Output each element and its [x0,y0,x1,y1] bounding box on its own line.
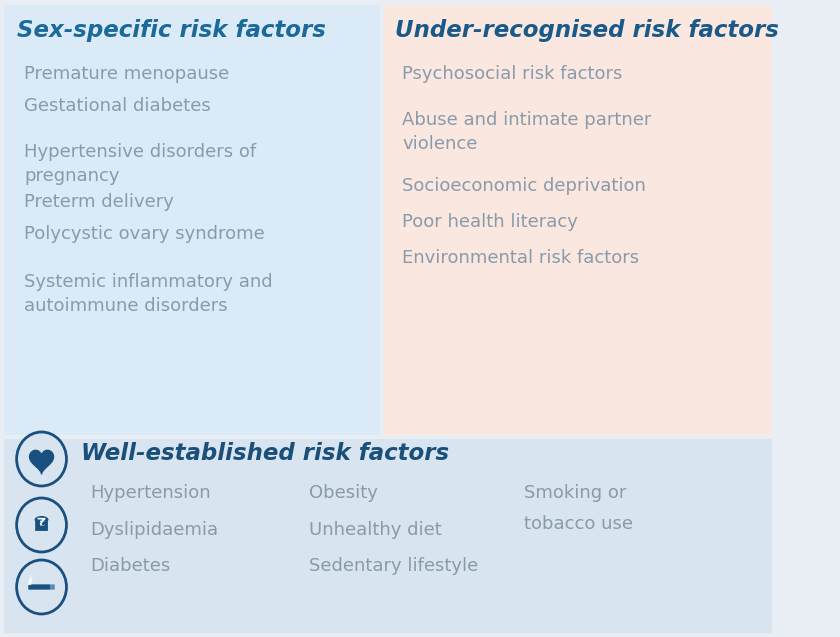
Polygon shape [29,450,54,474]
Text: Poor health literacy: Poor health literacy [402,213,579,231]
Text: Hypertension: Hypertension [91,484,211,502]
Text: Well-established risk factors: Well-established risk factors [81,442,449,465]
FancyBboxPatch shape [50,584,55,590]
Text: Unhealthy diet: Unhealthy diet [309,521,442,539]
FancyBboxPatch shape [29,584,50,590]
Text: Hypertensive disorders of
pregnancy: Hypertensive disorders of pregnancy [24,143,256,185]
FancyBboxPatch shape [3,439,772,633]
Text: Under-recognised risk factors: Under-recognised risk factors [395,19,779,42]
FancyBboxPatch shape [384,5,772,435]
Text: Systemic inflammatory and
autoimmune disorders: Systemic inflammatory and autoimmune dis… [24,273,273,315]
FancyBboxPatch shape [35,520,48,531]
Text: Dyslipidaemia: Dyslipidaemia [91,521,218,539]
Text: Obesity: Obesity [309,484,378,502]
Polygon shape [35,517,48,520]
Text: Psychosocial risk factors: Psychosocial risk factors [402,65,622,83]
Text: Preterm delivery: Preterm delivery [24,193,174,211]
FancyBboxPatch shape [40,520,45,526]
Circle shape [17,560,66,614]
Text: Sedentary lifestyle: Sedentary lifestyle [309,557,479,575]
Text: Smoking or
tobacco use: Smoking or tobacco use [524,484,633,533]
Text: Gestational diabetes: Gestational diabetes [24,97,211,115]
Text: Abuse and intimate partner
violence: Abuse and intimate partner violence [402,111,652,154]
Text: Polycystic ovary syndrome: Polycystic ovary syndrome [24,225,265,243]
Text: Sex-specific risk factors: Sex-specific risk factors [17,19,325,42]
Text: Socioeconomic deprivation: Socioeconomic deprivation [402,177,646,195]
FancyBboxPatch shape [3,5,381,435]
Circle shape [17,498,66,552]
Text: Diabetes: Diabetes [91,557,171,575]
Text: Environmental risk factors: Environmental risk factors [402,249,639,267]
Circle shape [17,432,66,486]
Text: Premature menopause: Premature menopause [24,65,229,83]
